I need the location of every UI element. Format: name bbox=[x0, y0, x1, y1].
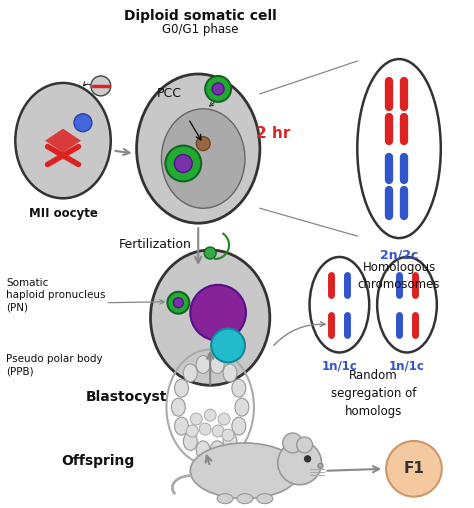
Text: Offspring: Offspring bbox=[61, 454, 134, 468]
Text: Diploid somatic cell: Diploid somatic cell bbox=[124, 9, 277, 23]
Text: Pseudo polar body
(PPB): Pseudo polar body (PPB) bbox=[6, 355, 103, 377]
Text: Homologous
chromosomes: Homologous chromosomes bbox=[358, 261, 440, 291]
Ellipse shape bbox=[196, 441, 210, 459]
Ellipse shape bbox=[172, 398, 185, 416]
Text: Fertilization: Fertilization bbox=[119, 238, 192, 251]
Ellipse shape bbox=[137, 74, 260, 223]
Circle shape bbox=[205, 76, 231, 102]
Ellipse shape bbox=[183, 364, 197, 382]
Ellipse shape bbox=[183, 432, 197, 450]
Circle shape bbox=[199, 423, 211, 435]
Circle shape bbox=[212, 83, 224, 95]
Circle shape bbox=[186, 425, 198, 437]
Ellipse shape bbox=[357, 59, 441, 238]
Ellipse shape bbox=[210, 441, 224, 459]
Text: Random
segregation of
homologs: Random segregation of homologs bbox=[330, 369, 416, 419]
Circle shape bbox=[211, 329, 245, 362]
Ellipse shape bbox=[232, 379, 246, 397]
Text: 1n/1c: 1n/1c bbox=[321, 360, 357, 372]
Ellipse shape bbox=[310, 257, 369, 353]
Circle shape bbox=[278, 441, 321, 485]
Ellipse shape bbox=[217, 494, 233, 503]
Circle shape bbox=[196, 137, 210, 150]
Ellipse shape bbox=[257, 494, 273, 503]
Ellipse shape bbox=[151, 250, 270, 385]
Circle shape bbox=[91, 76, 111, 96]
Text: G0/G1 phase: G0/G1 phase bbox=[162, 23, 238, 36]
Ellipse shape bbox=[377, 257, 437, 353]
Circle shape bbox=[167, 292, 189, 313]
Text: PCC: PCC bbox=[156, 87, 182, 101]
Circle shape bbox=[190, 413, 202, 425]
Circle shape bbox=[190, 285, 246, 340]
Circle shape bbox=[218, 413, 230, 425]
Text: 2 hr: 2 hr bbox=[256, 126, 290, 141]
Ellipse shape bbox=[235, 398, 249, 416]
Circle shape bbox=[174, 154, 192, 172]
Ellipse shape bbox=[232, 417, 246, 435]
Ellipse shape bbox=[223, 364, 237, 382]
Circle shape bbox=[165, 146, 201, 181]
Circle shape bbox=[74, 114, 92, 132]
Circle shape bbox=[318, 463, 323, 468]
Circle shape bbox=[305, 456, 310, 462]
Text: 2n/2c: 2n/2c bbox=[380, 248, 418, 261]
Ellipse shape bbox=[174, 417, 189, 435]
Circle shape bbox=[204, 409, 216, 421]
Ellipse shape bbox=[162, 109, 245, 208]
Circle shape bbox=[297, 437, 312, 453]
Polygon shape bbox=[45, 129, 81, 152]
Circle shape bbox=[204, 247, 216, 259]
Ellipse shape bbox=[15, 83, 111, 198]
Circle shape bbox=[283, 433, 302, 453]
Ellipse shape bbox=[237, 494, 253, 503]
Ellipse shape bbox=[210, 356, 224, 373]
Text: F1: F1 bbox=[403, 461, 424, 477]
Circle shape bbox=[173, 298, 183, 308]
Text: Blastocyst: Blastocyst bbox=[86, 390, 167, 404]
Ellipse shape bbox=[223, 432, 237, 450]
Circle shape bbox=[222, 429, 234, 441]
Text: 1n/1c: 1n/1c bbox=[389, 360, 425, 372]
Text: MII oocyte: MII oocyte bbox=[28, 207, 98, 220]
Circle shape bbox=[386, 441, 442, 497]
Ellipse shape bbox=[190, 443, 300, 499]
Ellipse shape bbox=[174, 379, 189, 397]
Circle shape bbox=[212, 425, 224, 437]
Ellipse shape bbox=[196, 356, 210, 373]
Text: Somatic
haploid pronucleus
(PN): Somatic haploid pronucleus (PN) bbox=[6, 278, 106, 312]
